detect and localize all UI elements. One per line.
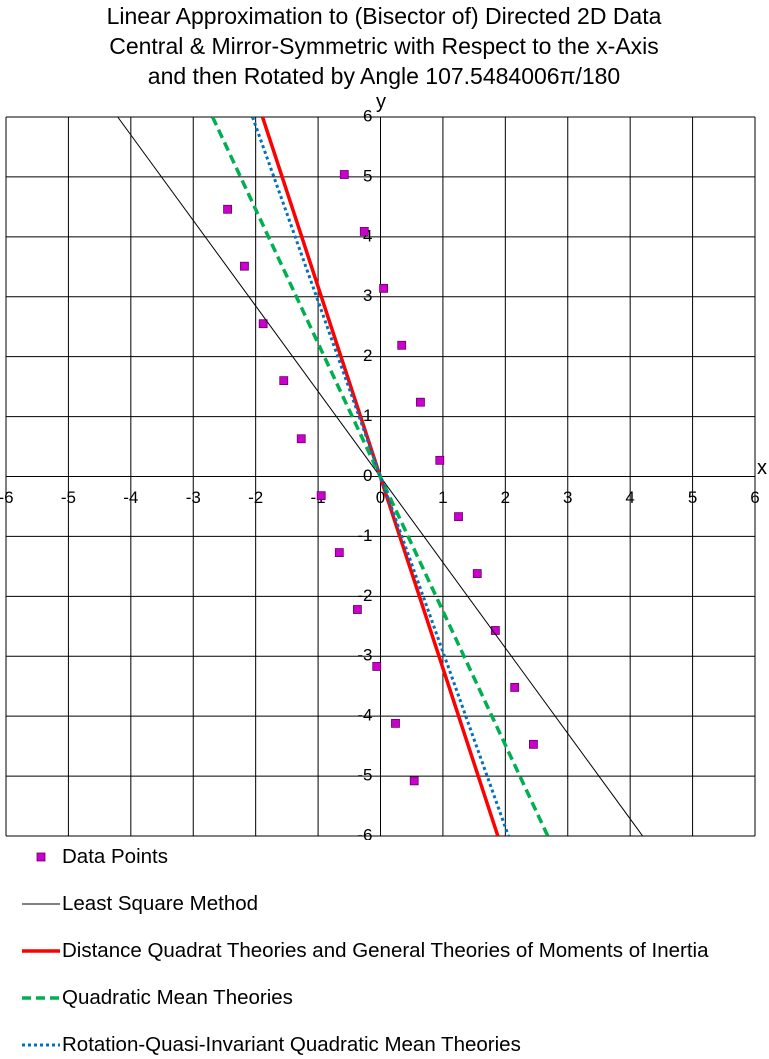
x-tick-label: -4: [123, 488, 138, 507]
x-tick-label: 0: [376, 488, 385, 507]
data-point: [397, 340, 407, 350]
x-tick-label: 3: [563, 488, 572, 507]
x-tick-label: 5: [688, 488, 697, 507]
data-point: [510, 683, 520, 692]
y-tick-label: -6: [357, 825, 372, 840]
y-tick-label: 1: [363, 406, 372, 425]
data-point: [391, 718, 400, 728]
x-tick-label: 2: [501, 488, 510, 507]
legend-label: Quadratic Mean Theories: [62, 986, 293, 1009]
data-point: [316, 491, 326, 501]
y-tick-label: 0: [363, 466, 372, 485]
legend-swatch: [22, 903, 60, 905]
data-point: [416, 397, 425, 407]
legend-swatch: [22, 996, 60, 1000]
legend-swatch: [22, 1043, 60, 1047]
data-point: [454, 512, 463, 522]
y-tick-label: -5: [357, 766, 372, 785]
y-axis-title: y: [376, 91, 386, 113]
data-point: [296, 434, 306, 444]
x-tick-label: -2: [248, 488, 263, 507]
data-point: [379, 283, 389, 293]
y-tick-label: 3: [363, 286, 372, 305]
data-point: [359, 227, 369, 236]
x-tick-label: -3: [186, 488, 201, 507]
y-tick-label: 5: [363, 166, 372, 185]
data-point: [472, 569, 482, 578]
data-point: [258, 319, 268, 329]
data-point: [240, 261, 249, 271]
chart-title: and then Rotated by Angle 107.5484006π/1…: [148, 63, 620, 89]
data-point: [223, 204, 232, 214]
legend-label: Rotation-Quasi-Invariant Quadratic Mean …: [62, 1033, 521, 1056]
legend-label: Distance Quadrat Theories and General Th…: [62, 939, 709, 962]
x-tick-label: -5: [61, 488, 76, 507]
legend-swatch: [36, 852, 46, 862]
x-tick-label: 1: [438, 488, 447, 507]
chart-title: Central & Mirror-Symmetric with Respect …: [109, 33, 659, 59]
data-point: [339, 170, 349, 179]
data-point: [372, 662, 382, 671]
legend-swatch: [22, 949, 60, 953]
y-tick-label: -3: [357, 646, 372, 665]
data-point: [409, 776, 419, 786]
legend-marker: [36, 852, 46, 862]
chart-title: Linear Approximation to (Bisector of) Di…: [107, 3, 662, 29]
chart: Linear Approximation to (Bisector of) Di…: [0, 3, 767, 840]
y-tick-label: 6: [363, 106, 372, 125]
data-point: [353, 605, 362, 614]
data-point: [529, 739, 538, 749]
y-tick-label: -1: [357, 526, 372, 545]
legend-label: Least Square Method: [62, 892, 259, 915]
fit-line: [251, 117, 510, 836]
legend-label: Data Points: [62, 845, 168, 868]
fit-line: [211, 117, 550, 836]
data-point: [435, 455, 445, 465]
x-tick-label: 4: [625, 488, 634, 507]
data-point: [334, 548, 344, 557]
x-tick-label: 6: [750, 488, 759, 507]
data-point: [279, 376, 289, 386]
y-tick-label: 2: [363, 346, 372, 365]
y-tick-label: -4: [357, 706, 372, 725]
y-tick-label: -2: [357, 586, 372, 605]
x-axis-title: x: [757, 457, 767, 479]
x-tick-label: -6: [0, 488, 14, 507]
